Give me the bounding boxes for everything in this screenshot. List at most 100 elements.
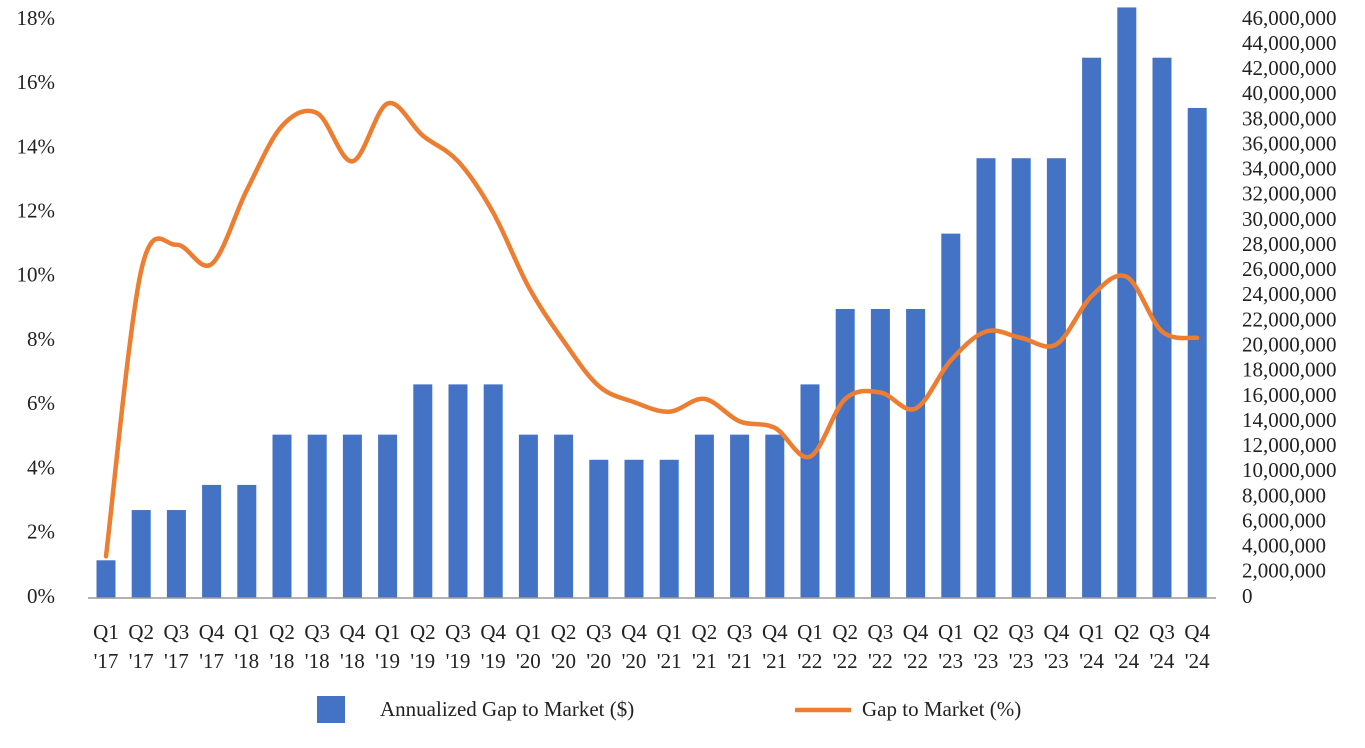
y2-tick-label: 10,000,000 [1242,458,1337,482]
y2-tick-label: 6,000,000 [1242,508,1326,532]
bar [659,459,679,598]
y2-tick-label: 2,000,000 [1242,559,1326,583]
bar [941,233,961,598]
y2-tick-label: 26,000,000 [1242,257,1337,281]
x-tick-label: Q2 '24 [1113,620,1140,673]
bar [1187,107,1207,599]
bar [342,434,362,598]
x-tick-label: Q4 '21 [761,620,788,673]
y-tick-label: 14% [17,134,56,158]
y2-tick-label: 44,000,000 [1242,31,1337,55]
bar [448,384,468,598]
bar [906,309,926,598]
y2-tick-label: 42,000,000 [1242,56,1337,80]
x-tick-label: Q2 '17 [128,620,155,673]
x-tick-label: Q4 '17 [198,620,225,673]
y2-tick-label: 40,000,000 [1242,81,1337,105]
x-tick-label: Q1 '20 [515,620,542,673]
y2-tick-label: 46,000,000 [1242,6,1337,30]
y-tick-label: 16% [17,70,56,94]
x-tick-label: Q3 '20 [585,620,612,673]
bar [624,459,644,598]
bar [1152,57,1172,598]
bar [730,434,750,598]
legend-swatch [317,696,345,723]
y2-tick-label: 28,000,000 [1242,232,1337,256]
bar [518,434,538,598]
y-tick-label: 6% [27,391,55,415]
x-tick-label: Q1 '19 [374,620,401,673]
bar [237,484,257,598]
bar [1082,57,1102,598]
y2-tick-label: 20,000,000 [1242,333,1337,357]
x-tick-label: Q3 '24 [1149,620,1175,673]
x-tick-label: Q3 '23 [1008,620,1035,673]
x-tick-label: Q3 '21 [726,620,753,673]
legend-label: Gap to Market (%) [862,697,1021,721]
y2-tick-label: 32,000,000 [1242,182,1337,206]
x-tick-label: Q2 '20 [550,620,577,673]
x-tick-label: Q4 '19 [480,620,507,673]
x-tick-label: Q1 '18 [233,620,260,673]
x-tick-label: Q1 '23 [937,620,964,673]
bar [835,309,855,598]
y2-tick-label: 24,000,000 [1242,282,1337,306]
y2-tick-label: 16,000,000 [1242,383,1337,407]
x-tick-label: Q3 '17 [163,620,190,673]
y2-tick-label: 22,000,000 [1242,307,1337,331]
bar [483,384,503,598]
bar [694,434,714,598]
x-tick-label: Q1 '24 [1078,620,1105,673]
y2-tick-label: 4,000,000 [1242,534,1326,558]
line [103,100,1200,559]
y2-tick-label: 36,000,000 [1242,131,1337,155]
x-tick-label: Q2 '19 [409,620,436,673]
y2-tick-label: 18,000,000 [1242,358,1337,382]
bar [1046,158,1066,598]
x-tick-label: Q3 '22 [867,620,894,673]
bar [976,158,996,598]
x-tick-label: Q4 '20 [621,620,647,673]
bar [378,434,398,598]
bar [765,434,785,598]
x-tick-label: Q2 '23 [973,620,999,673]
y-tick-label: 4% [27,455,55,479]
bar [800,384,820,598]
x-tick-label: Q4 '18 [339,620,366,673]
bar [870,309,890,598]
x-tick-label: Q2 '18 [269,620,295,673]
x-tick-label: Q1 '17 [93,620,119,673]
bar [589,459,609,598]
bar [307,434,327,598]
x-tick-label: Q4 '22 [902,620,929,673]
bar [413,384,433,598]
y-tick-label: 12% [17,198,56,222]
x-tick-label: Q2 '22 [832,620,859,673]
y2-tick-label: 14,000,000 [1242,408,1337,432]
y2-tick-label: 30,000,000 [1242,207,1337,231]
x-tick-label: Q2 '21 [691,620,718,673]
legend-label: Annualized Gap to Market ($) [380,697,634,721]
y2-tick-label: 34,000,000 [1242,157,1337,181]
bar [272,434,292,598]
bar [554,434,574,598]
y-tick-label: 10% [17,263,56,287]
bar [1117,7,1137,599]
bar [131,510,151,598]
bar [202,484,222,598]
y-tick-label: 0% [27,584,55,608]
x-tick-label: Q4 '23 [1043,620,1070,673]
y2-tick-label: 8,000,000 [1242,483,1326,507]
y2-tick-label: 38,000,000 [1242,106,1337,130]
y-tick-label: 8% [27,327,55,351]
bar [166,510,186,598]
bar [96,560,116,598]
y-tick-label: 2% [27,520,55,544]
x-tick-label: Q3 '19 [445,620,471,673]
bar [1011,158,1031,598]
x-tick-label: Q1 '22 [797,620,823,673]
x-tick-label: Q4 '24 [1184,620,1211,673]
x-tick-label: Q1 '21 [656,620,683,673]
